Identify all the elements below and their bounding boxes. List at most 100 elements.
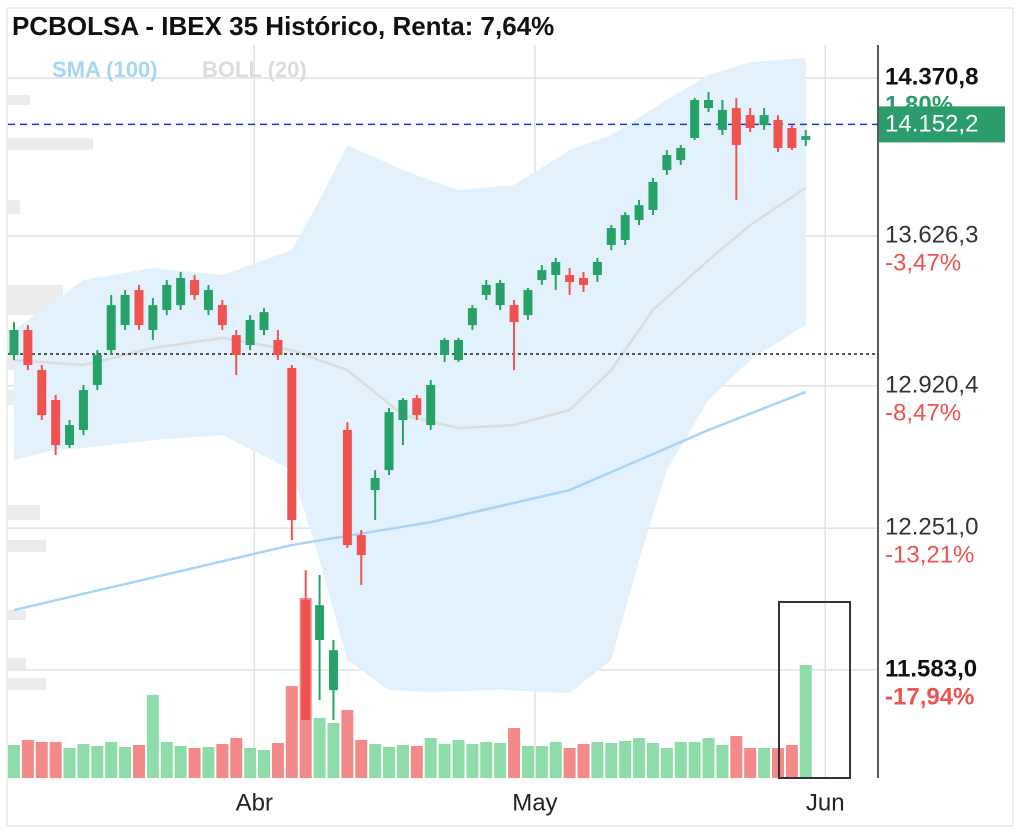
volume-bar (452, 740, 465, 778)
candle-body (620, 215, 630, 240)
volume-bar (258, 750, 271, 778)
volume-bar (7, 745, 20, 778)
volume-bar (744, 748, 757, 778)
candle-body (481, 284, 491, 295)
bollinger-band (13, 57, 806, 694)
candle-body (328, 650, 338, 691)
volume-bar (660, 748, 673, 778)
candle-body (134, 290, 144, 326)
candle-body (648, 181, 658, 210)
candle-body (634, 205, 644, 220)
volume-bar (383, 747, 396, 778)
y-tick-change: -8,47% (885, 399, 961, 426)
candle-body (217, 305, 227, 326)
candle-body (370, 477, 380, 491)
volume-bar (355, 740, 368, 778)
volume-bar (160, 742, 173, 778)
volume-bar (758, 748, 771, 778)
candle-body (23, 329, 33, 365)
volume-bar (563, 748, 576, 778)
candle-body (579, 277, 589, 285)
volume-bar (480, 742, 493, 778)
volume-bar (619, 741, 632, 778)
volume-bar (63, 748, 76, 778)
candle-body (717, 109, 727, 130)
candle-body (759, 115, 769, 126)
candle-body (412, 398, 422, 416)
candle-body (745, 115, 755, 129)
overlay-line (13, 390, 807, 612)
volume-bar (591, 742, 604, 778)
volume-bar (230, 738, 243, 778)
chart-title: PCBOLSA - IBEX 35 Histórico, Renta: 7,64… (12, 11, 554, 41)
candle-body (495, 283, 505, 306)
candle-body (551, 262, 561, 275)
overlay-line (13, 186, 807, 430)
candle-body (773, 119, 783, 148)
volume-bar (466, 744, 479, 778)
candle-body (398, 400, 408, 420)
candle-body (315, 605, 325, 640)
volume-bar (35, 742, 48, 778)
candle-body (148, 305, 158, 330)
candle-body (787, 128, 797, 148)
candle-body (301, 600, 311, 721)
candle-body (467, 308, 477, 326)
volume-bar (785, 745, 798, 778)
candle-body (453, 339, 463, 361)
y-tick-label: 12.251,0 (885, 513, 978, 540)
candle-body (690, 99, 700, 139)
candle-body (190, 280, 200, 295)
y-tick-change: -3,47% (885, 249, 961, 276)
candle-body (731, 108, 741, 146)
volume-bar (646, 743, 659, 778)
volume-bar (77, 744, 90, 778)
candle-body (509, 305, 519, 323)
volume-bar (49, 742, 62, 778)
volume-bar (438, 744, 451, 778)
volume-bar (119, 747, 132, 778)
candle-body (92, 355, 102, 385)
x-tick-label: May (512, 789, 557, 816)
selection-box (778, 601, 851, 779)
volume-bar (688, 742, 701, 778)
candle-body (676, 147, 686, 161)
volume-bar (21, 740, 34, 778)
volume-bar (494, 743, 507, 778)
candle-body (273, 339, 283, 356)
x-tick-label: Abr (236, 789, 273, 816)
last-price-box (879, 106, 1005, 143)
volume-bar (132, 745, 145, 778)
candle-body (537, 270, 547, 281)
volume-bar (716, 745, 729, 778)
volume-bar (202, 747, 215, 778)
candle-body (231, 335, 241, 356)
volume-bar (633, 738, 646, 778)
y-tick-change: -13,21% (885, 541, 974, 568)
candle-body (120, 294, 130, 326)
candle-body (287, 367, 297, 521)
candle-body (78, 390, 88, 430)
candle-body (523, 290, 533, 316)
volume-bar (577, 744, 590, 778)
candle-body (342, 429, 352, 546)
volume-bar (341, 710, 354, 778)
volume-bar (105, 742, 118, 778)
volume-bar (605, 743, 618, 778)
volume-bar (271, 743, 284, 778)
volume-bar (799, 665, 812, 778)
candle-body (426, 384, 436, 426)
candle-body (565, 274, 575, 282)
volume-bar (674, 742, 687, 778)
candle-body (704, 99, 714, 109)
candle-body (51, 400, 61, 446)
volume-bar (396, 745, 409, 778)
candle-body (162, 284, 172, 311)
volume-bar (535, 746, 548, 778)
y-tick-label: 11.583,0 (885, 655, 977, 682)
volume-bar (91, 746, 104, 778)
volume-bar (146, 695, 159, 778)
candle-body (606, 228, 616, 246)
volume-bar (327, 723, 340, 778)
candle-body (356, 535, 366, 556)
